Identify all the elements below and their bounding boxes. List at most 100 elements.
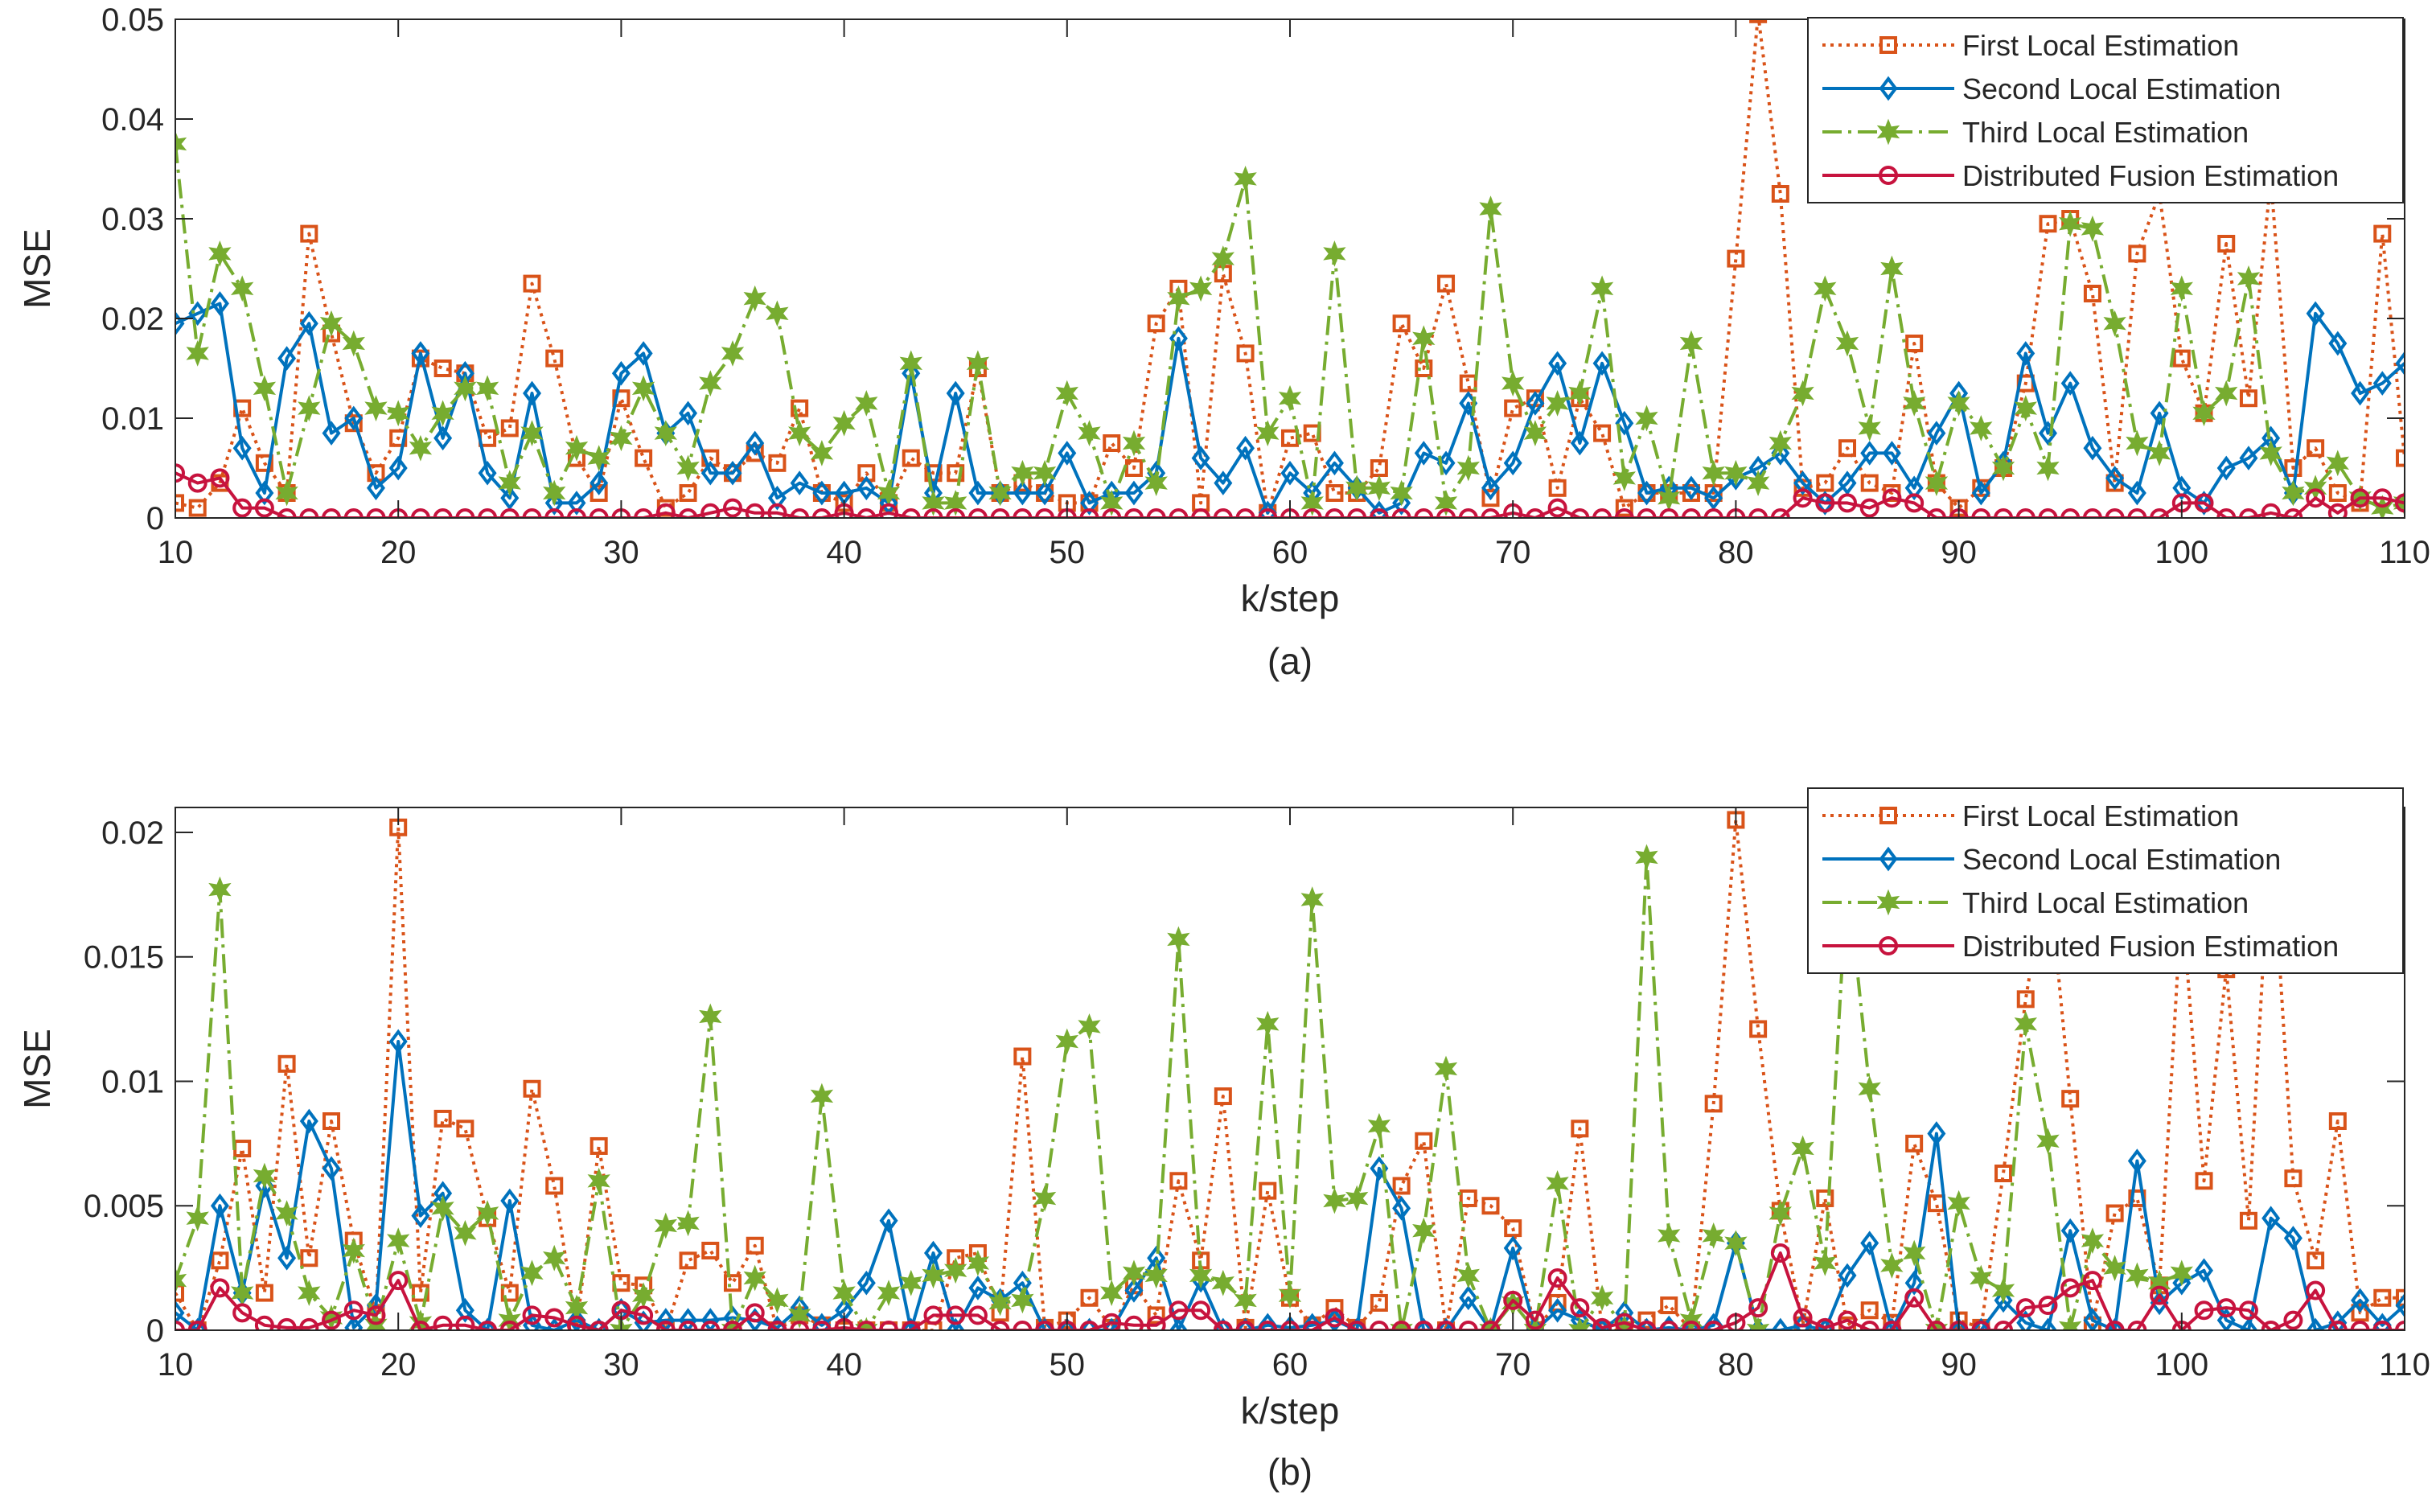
data-point-s1-62 [1548, 1297, 1567, 1323]
data-point-s3-43 [1124, 1315, 1144, 1330]
data-point-s1-52 [1325, 450, 1344, 476]
data-point-s3-0 [175, 463, 185, 483]
data-point-s1-40 [1058, 441, 1077, 466]
data-point-s0-27 [768, 454, 787, 472]
data-point-s2-83 [2014, 395, 2037, 421]
data-point-s3-98 [2350, 1321, 2370, 1330]
data-point-s0-21 [635, 449, 653, 467]
data-point-s2-89 [2147, 440, 2171, 466]
data-point-s3-2 [210, 1278, 230, 1298]
data-point-s0-69 [1704, 1095, 1723, 1113]
data-point-s3-44 [1146, 1315, 1166, 1330]
data-point-s2-46 [1189, 1262, 1213, 1289]
data-point-s0-6 [300, 224, 318, 243]
data-point-s3-65 [1614, 508, 1634, 518]
data-point-s0-100 [2396, 449, 2405, 467]
data-point-s2-0 [175, 1267, 187, 1294]
data-point-s0-0 [175, 1284, 184, 1302]
data-point-s1-56 [1414, 441, 1433, 466]
data-point-s2-30 [832, 1280, 856, 1306]
data-point-s1-72 [1771, 1317, 1790, 1330]
data-point-s0-55 [1392, 1177, 1411, 1195]
data-point-s3-12 [433, 508, 453, 518]
data-point-s3-63 [1570, 1298, 1590, 1318]
data-point-s0-86 [2083, 285, 2101, 302]
data-point-s3-95 [2283, 508, 2303, 518]
data-point-s1-31 [857, 475, 876, 501]
legend-label-0: First Local Estimation [1962, 29, 2239, 62]
data-point-s3-53 [1347, 1321, 1367, 1330]
data-point-s2-86 [2081, 216, 2105, 242]
data-point-s3-45 [1169, 1300, 1189, 1321]
data-point-s3-10 [388, 1271, 409, 1291]
data-point-s1-88 [2127, 480, 2146, 506]
x-tick-label: 30 [603, 535, 639, 570]
data-point-s1-60 [1503, 1235, 1522, 1261]
data-point-s1-55 [1392, 491, 1411, 516]
data-point-s0-56 [1415, 360, 1433, 377]
data-point-s3-34 [923, 1305, 943, 1325]
x-tick-label: 60 [1272, 1347, 1308, 1383]
data-point-s3-92 [2216, 508, 2237, 518]
data-point-s2-77 [1880, 1252, 1904, 1279]
data-point-s0-20 [612, 389, 631, 408]
data-point-s3-11 [410, 1321, 430, 1330]
data-point-s3-59 [1481, 1321, 1501, 1330]
data-point-s2-59 [1479, 1317, 1502, 1330]
data-point-s1-73 [1793, 1313, 1813, 1330]
y-axis-label: MSE [16, 1029, 58, 1109]
data-point-s0-88 [2128, 244, 2146, 263]
data-point-s1-92 [2216, 455, 2236, 481]
data-point-s1-35 [946, 380, 965, 406]
data-point-s2-57 [1434, 1055, 1458, 1083]
data-point-s3-33 [901, 508, 921, 518]
data-point-s0-5 [277, 1054, 296, 1073]
data-point-s2-4 [253, 375, 277, 402]
data-point-s3-46 [1191, 508, 1211, 518]
data-point-s3-77 [1882, 1321, 1902, 1330]
data-point-s1-36 [968, 1276, 988, 1300]
data-point-s2-50 [1278, 1282, 1302, 1309]
data-point-s3-74 [1815, 493, 1835, 513]
data-point-s2-8 [342, 1237, 365, 1264]
data-point-s3-34 [923, 508, 943, 518]
data-point-s1-87 [2105, 1317, 2125, 1330]
data-point-s3-59 [1481, 508, 1501, 518]
data-point-s1-46 [1191, 446, 1210, 470]
data-point-s2-60 [1501, 370, 1525, 396]
x-tick-label: 90 [1941, 535, 1977, 570]
data-point-s1-100 [2395, 351, 2405, 376]
x-tick-label: 110 [2379, 535, 2430, 570]
data-point-s0-56 [1415, 1132, 1433, 1150]
data-point-s0-16 [523, 1079, 541, 1098]
data-point-s3-62 [1547, 1268, 1567, 1288]
data-point-s0-4 [255, 1284, 273, 1302]
data-point-s1-85 [2060, 371, 2080, 396]
data-point-s3-41 [1079, 1321, 1099, 1330]
data-point-s3-57 [1436, 1321, 1456, 1330]
data-point-s2-15 [498, 470, 521, 496]
data-point-s0-16 [523, 274, 541, 293]
data-point-s2-85 [2059, 210, 2082, 237]
data-point-s2-35 [944, 1257, 967, 1284]
data-point-s2-46 [1189, 275, 1213, 302]
data-point-s1-15 [500, 485, 520, 511]
y-tick-label: 0.05 [101, 2, 164, 38]
data-point-s2-41 [1078, 420, 1101, 446]
data-point-s3-64 [1592, 508, 1612, 518]
data-point-s1-78 [1904, 1270, 1924, 1296]
x-tick-label: 50 [1050, 535, 1086, 570]
data-point-s3-45 [1169, 508, 1189, 518]
y-tick-label: 0.015 [84, 940, 164, 976]
data-point-s1-15 [500, 1188, 520, 1214]
data-point-s2-75 [1835, 330, 1859, 357]
data-point-s3-26 [745, 503, 765, 518]
data-point-s1-48 [1236, 435, 1255, 461]
data-point-s0-6 [300, 1249, 318, 1268]
data-point-s2-47 [1211, 245, 1234, 272]
data-point-s0-38 [1013, 1047, 1032, 1066]
data-point-s3-49 [1258, 508, 1278, 518]
data-point-s2-69 [1702, 1222, 1725, 1249]
data-point-s1-0 [175, 310, 185, 336]
data-point-s1-32 [879, 1208, 898, 1234]
